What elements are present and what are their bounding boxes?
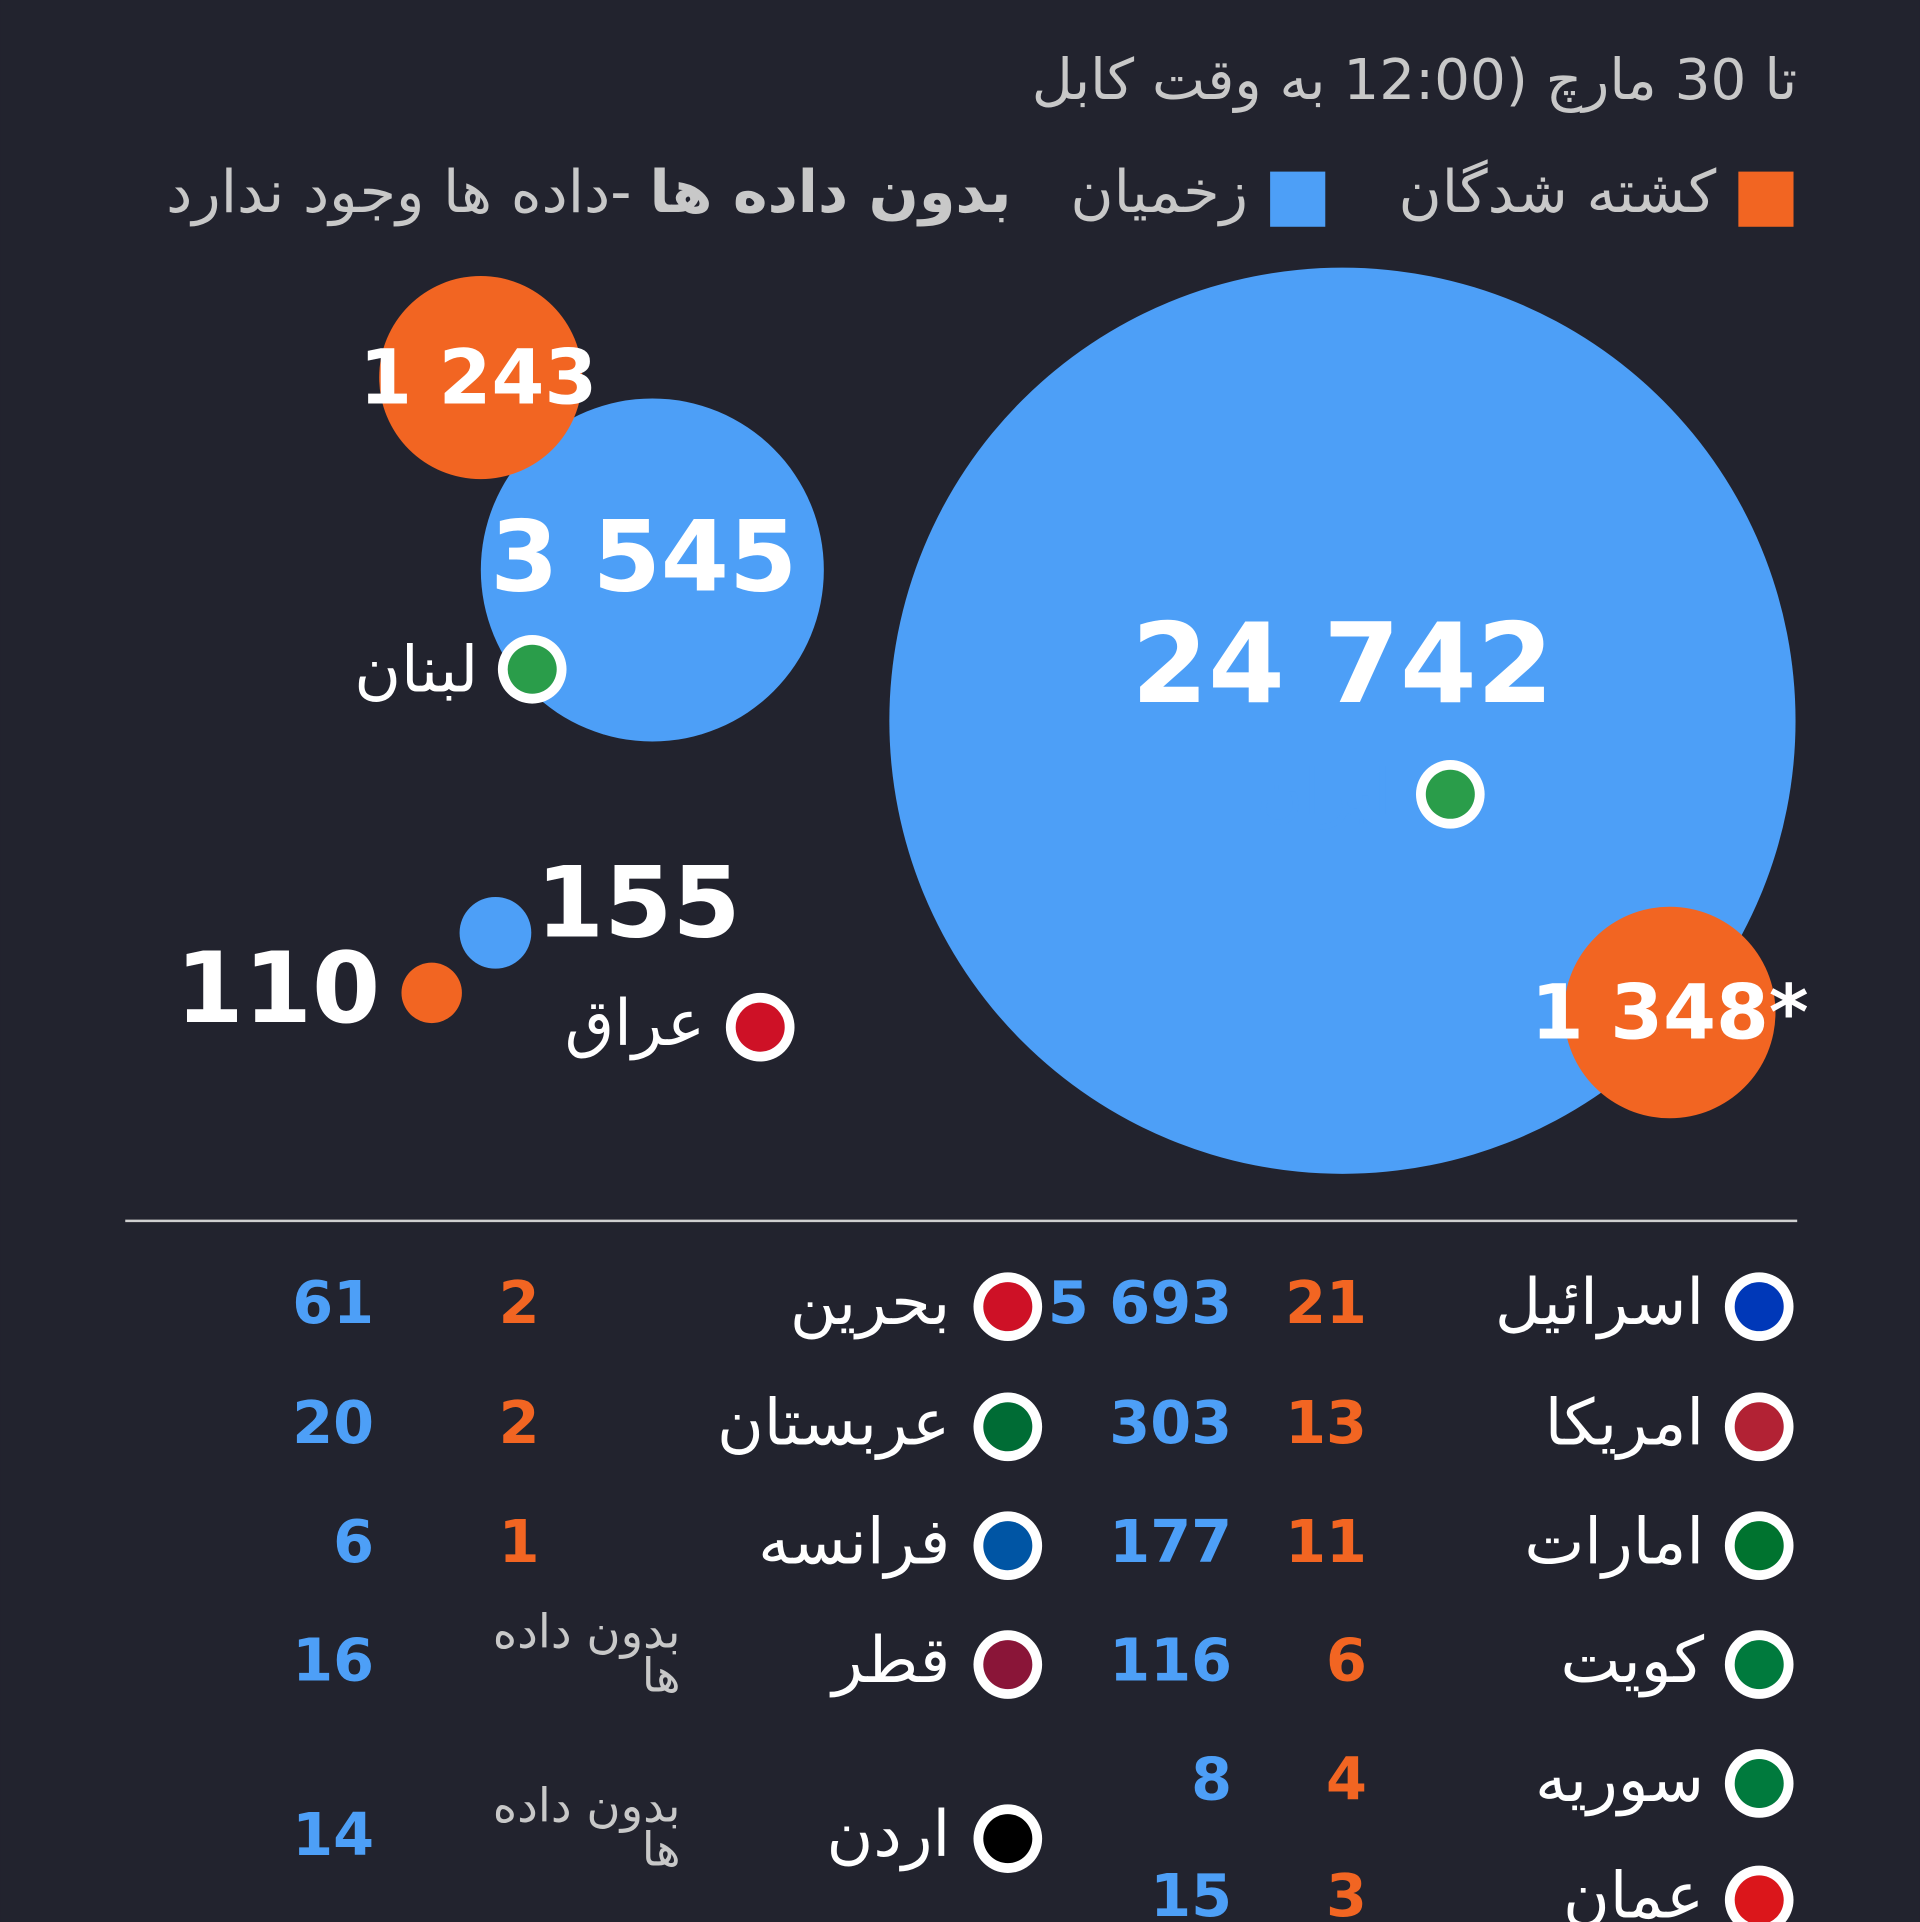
country-name: لبنان <box>354 634 478 708</box>
flag <box>983 1282 1033 1332</box>
injured-bubble <box>459 896 532 969</box>
killed-bubble <box>1563 906 1776 1119</box>
flag <box>507 644 557 694</box>
subtitle: تا 30 مارچ (12:00 به وقت کابل <box>1032 48 1797 113</box>
no-data: بدون داده ها <box>492 1783 681 1877</box>
flag <box>983 1640 1033 1690</box>
no-data: بدون داده ها <box>492 1609 681 1703</box>
country-name: اردن <box>827 1798 951 1872</box>
injured-bubble <box>889 267 1796 1174</box>
country-name: سوریه <box>1535 1743 1704 1817</box>
flag <box>1425 769 1475 819</box>
killed-value: 4 <box>1326 1745 1367 1814</box>
killed-value: 2 <box>499 1268 540 1337</box>
country-name: ایران <box>1256 756 1391 830</box>
injured-label: 155 <box>536 846 741 960</box>
injured-value: 16 <box>292 1626 374 1695</box>
legend-label: زخمیان <box>1070 157 1248 226</box>
killed-bubble <box>401 962 462 1024</box>
killed-value: 6 <box>1326 1626 1367 1695</box>
legend-label: کشته شدگان <box>1399 157 1717 226</box>
no-data-label: بدون داده ها <box>492 1783 681 1877</box>
injured-value: 14 <box>292 1800 374 1869</box>
killed-value: 21 <box>1285 1268 1367 1337</box>
legend-swatch <box>1270 171 1326 227</box>
injured-value: 8 <box>1191 1745 1232 1814</box>
country-name: بحرین <box>790 1266 950 1340</box>
flag <box>1734 1640 1784 1690</box>
killed-label: 1 243 <box>359 332 597 421</box>
killed-label: 1 348* <box>1531 967 1809 1056</box>
country-name: امریکا <box>1545 1386 1704 1460</box>
injured-value: 6 <box>333 1507 374 1576</box>
injured-label: 3 545 <box>490 501 797 615</box>
flag <box>1734 1758 1784 1809</box>
country-name: عربستان <box>717 1386 950 1460</box>
flag <box>1734 1521 1784 1571</box>
injured-value: 61 <box>292 1268 374 1337</box>
flag <box>1734 1282 1784 1332</box>
injured-bubble <box>480 398 824 742</box>
country-name: کویت <box>1560 1624 1704 1698</box>
legend-label: -داده ها وجود ندارد <box>166 157 631 227</box>
injured-value: 20 <box>292 1388 374 1457</box>
flag <box>1734 1875 1784 1922</box>
killed-bubble <box>379 275 583 480</box>
killed-value: 3 <box>1326 1861 1367 1922</box>
killed-value: 2 <box>499 1388 540 1457</box>
injured-value: 15 <box>1150 1861 1232 1922</box>
killed-value: 1 <box>499 1507 540 1576</box>
injured-label: 24 742 <box>1131 601 1553 729</box>
no-data-label: بدون داده ها <box>492 1609 681 1703</box>
injured-value: 116 <box>1109 1626 1232 1695</box>
country-name: قطر <box>829 1624 950 1698</box>
legend-swatch <box>1738 171 1794 227</box>
country-name: فرانسه <box>758 1505 950 1579</box>
flag <box>1734 1402 1784 1452</box>
country-name: اسرائیل <box>1495 1266 1704 1340</box>
injured-value: 5 693 <box>1048 1268 1232 1337</box>
killed-value: 13 <box>1285 1388 1367 1457</box>
country-name: عمان <box>1563 1860 1704 1922</box>
flag <box>735 1002 785 1052</box>
injured-value: 177 <box>1109 1507 1232 1576</box>
flag <box>983 1521 1033 1571</box>
flag <box>983 1402 1033 1452</box>
killed-label: 110 <box>176 932 381 1046</box>
flag <box>983 1814 1033 1864</box>
country-name: امارات <box>1524 1505 1704 1579</box>
country-name: عراق <box>565 987 705 1061</box>
injured-value: 303 <box>1109 1388 1232 1457</box>
legend-label: بدون داده ها <box>650 157 1012 227</box>
killed-value: 11 <box>1285 1507 1367 1576</box>
